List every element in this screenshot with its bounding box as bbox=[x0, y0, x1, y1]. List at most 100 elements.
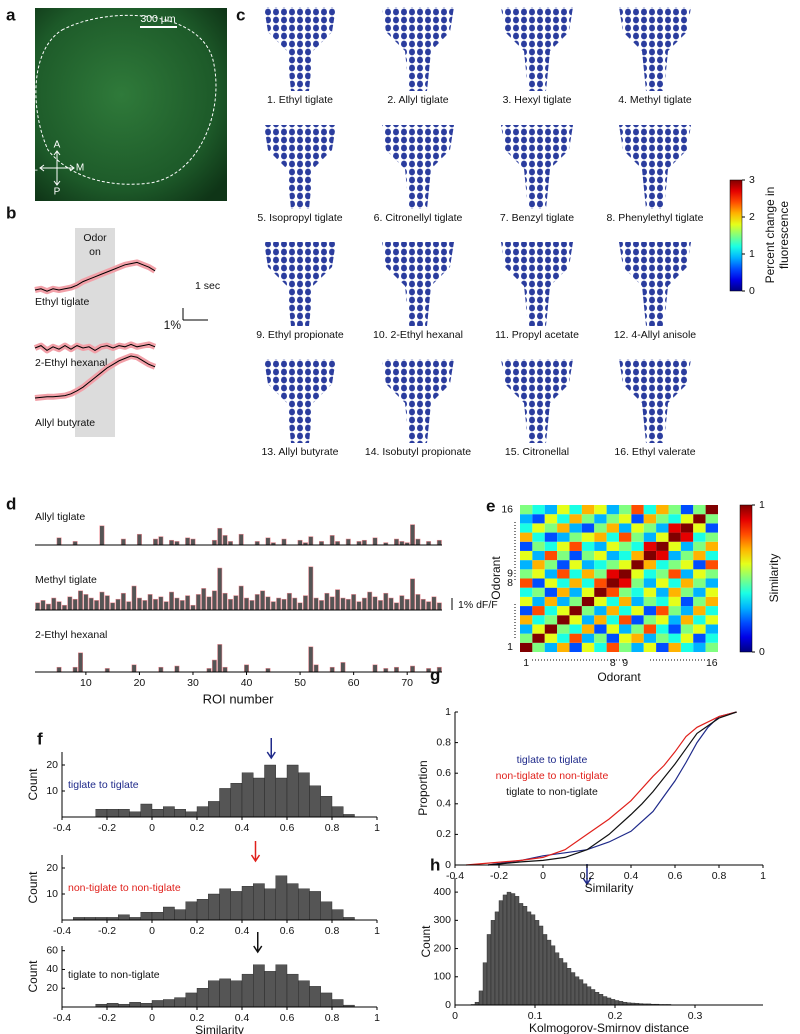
cell bbox=[705, 523, 718, 533]
cell bbox=[606, 514, 619, 524]
cell bbox=[569, 550, 582, 561]
x-tick-label: 20 bbox=[134, 677, 146, 689]
odorant-label: 1. Ethyl tiglate bbox=[267, 94, 333, 106]
cell bbox=[643, 505, 657, 515]
bar bbox=[574, 976, 580, 1006]
cell bbox=[532, 541, 545, 551]
colorbar bbox=[739, 504, 753, 653]
cell bbox=[680, 569, 694, 579]
bar bbox=[420, 598, 426, 611]
cell bbox=[619, 541, 632, 551]
cell bbox=[581, 532, 595, 542]
cell bbox=[606, 624, 619, 634]
cell bbox=[680, 532, 694, 542]
y-axis-label: Count bbox=[26, 960, 40, 993]
cell bbox=[619, 587, 632, 597]
colorbar-label: fluorescence bbox=[777, 201, 791, 269]
bar bbox=[179, 600, 185, 611]
odorant-label: 8. Phenylethyl tiglate bbox=[607, 212, 704, 224]
cell bbox=[693, 578, 706, 588]
bar bbox=[185, 901, 198, 921]
bar bbox=[40, 600, 46, 611]
odorant-label: 4. Methyl tiglate bbox=[618, 94, 692, 106]
cell bbox=[544, 596, 558, 607]
annotation: non-tiglate to non-tiglate bbox=[68, 882, 181, 894]
bar bbox=[78, 652, 83, 673]
bar bbox=[62, 604, 67, 611]
cell bbox=[705, 578, 718, 588]
bar bbox=[249, 600, 255, 611]
cell bbox=[643, 633, 657, 643]
bar bbox=[72, 541, 78, 546]
cell bbox=[680, 550, 694, 561]
bar bbox=[351, 594, 357, 611]
bar bbox=[361, 597, 367, 611]
bar bbox=[153, 598, 158, 611]
bar bbox=[297, 539, 303, 546]
bar bbox=[345, 538, 351, 546]
x-tick-label: 0 bbox=[149, 1012, 155, 1024]
cell bbox=[693, 514, 706, 524]
cell bbox=[606, 596, 619, 607]
bar bbox=[106, 1003, 119, 1008]
cell bbox=[668, 514, 681, 524]
x-axis-label: Odorant bbox=[597, 670, 641, 684]
cell bbox=[656, 532, 669, 542]
bar bbox=[522, 906, 528, 1006]
x-axis-label: Similarity bbox=[585, 881, 634, 895]
cell bbox=[643, 550, 657, 561]
cell bbox=[569, 569, 582, 579]
cell bbox=[631, 505, 644, 515]
roi-map bbox=[382, 7, 454, 91]
cell bbox=[532, 624, 545, 634]
scale-label: 1 sec bbox=[195, 280, 220, 292]
annotation: tiglate to tiglate bbox=[68, 779, 139, 791]
x-tick-label: 0 bbox=[540, 870, 546, 882]
cell bbox=[532, 615, 545, 625]
odorant-label: 9. Ethyl propionate bbox=[256, 329, 344, 341]
cell bbox=[520, 624, 533, 634]
bar bbox=[308, 566, 314, 611]
cell bbox=[557, 560, 570, 570]
bar bbox=[230, 980, 243, 1008]
cell bbox=[668, 541, 681, 551]
y-tick-label: 20 bbox=[46, 862, 58, 874]
cell bbox=[619, 505, 632, 515]
bar bbox=[530, 914, 536, 1006]
x-tick-label: 8 bbox=[610, 657, 616, 669]
cell bbox=[643, 569, 657, 579]
trace-label: Allyl butyrate bbox=[35, 417, 95, 429]
cell bbox=[619, 523, 632, 533]
roi-map bbox=[382, 359, 454, 443]
bar bbox=[586, 986, 592, 1006]
cell bbox=[581, 615, 595, 625]
cell bbox=[606, 642, 619, 652]
cell bbox=[606, 560, 619, 570]
cell bbox=[594, 541, 607, 551]
cell bbox=[656, 596, 669, 607]
compass-label: M bbox=[76, 163, 84, 174]
bar bbox=[264, 971, 276, 1008]
cell bbox=[656, 633, 669, 643]
bar bbox=[206, 596, 212, 611]
cell bbox=[656, 642, 669, 652]
cell bbox=[569, 633, 582, 643]
cell bbox=[680, 633, 694, 643]
trace-label: Ethyl tiglate bbox=[35, 296, 89, 308]
cell bbox=[705, 560, 718, 570]
compass bbox=[39, 150, 75, 186]
cell bbox=[532, 514, 545, 524]
cell bbox=[520, 633, 533, 643]
y-tick-label: 9 bbox=[507, 568, 513, 580]
y-tick-label: 1 bbox=[507, 641, 513, 653]
bar bbox=[190, 604, 196, 611]
cell bbox=[680, 587, 694, 597]
cell bbox=[581, 642, 595, 652]
panel-label: a bbox=[6, 5, 16, 24]
cell bbox=[668, 550, 681, 561]
y-tick-label: 10 bbox=[46, 888, 58, 900]
cell bbox=[643, 532, 657, 542]
cell bbox=[606, 633, 619, 643]
odorant-label: 7. Benzyl tiglate bbox=[500, 212, 574, 224]
cell bbox=[594, 624, 607, 634]
